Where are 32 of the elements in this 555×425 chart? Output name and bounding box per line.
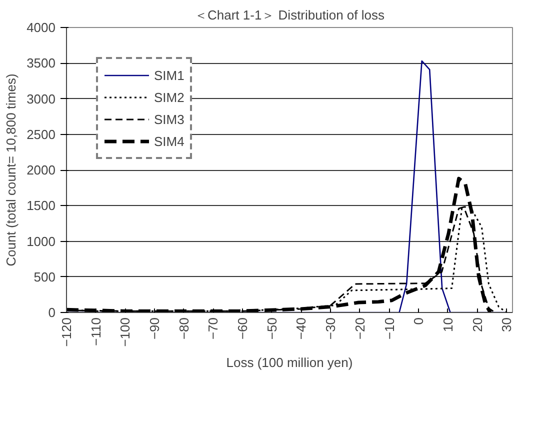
y-axis-title: Count (total count= 10,800 times) — [4, 74, 19, 266]
x-tick-label: −50 — [264, 317, 280, 340]
chart-title: ＜Chart 1-1＞ Distribution of loss — [194, 8, 386, 22]
legend-label: SIM1 — [154, 68, 184, 82]
x-tick-label: −110 — [88, 317, 104, 346]
x-tick-label: 30 — [499, 317, 514, 332]
legend-label: SIM3 — [154, 112, 184, 126]
y-tick-label: 3500 — [26, 56, 56, 71]
y-tick-label: 3000 — [26, 91, 56, 106]
x-tick-label: −30 — [323, 317, 338, 340]
x-tick-label: −20 — [352, 317, 368, 340]
y-tick-label: 500 — [34, 269, 56, 284]
y-tick-label: 2000 — [26, 162, 56, 178]
y-tick-label: 1500 — [26, 198, 56, 214]
x-tick-label: −90 — [147, 317, 162, 340]
x-tick-label: −100 — [118, 317, 133, 347]
legend-label: SIM2 — [154, 90, 184, 104]
x-tick-label: 20 — [470, 317, 485, 332]
y-tick-label: 1000 — [26, 234, 56, 249]
x-tick-label: 0 — [411, 317, 426, 325]
x-axis-title: Loss (100 million yen) — [226, 354, 353, 370]
y-tick-label: 2500 — [26, 126, 56, 142]
x-tick-label: −120 — [59, 317, 74, 347]
y-tick-label: 4000 — [26, 20, 56, 35]
x-tick-label: −70 — [206, 317, 221, 340]
x-tick-label: −40 — [294, 317, 309, 340]
legend-label: SIM4 — [154, 134, 184, 148]
x-tick-label: −10 — [382, 317, 397, 340]
y-tick-label: 0 — [48, 305, 56, 320]
x-tick-label: −60 — [235, 317, 250, 340]
x-tick-label: −80 — [176, 317, 192, 340]
x-tick-label: 10 — [440, 317, 456, 332]
